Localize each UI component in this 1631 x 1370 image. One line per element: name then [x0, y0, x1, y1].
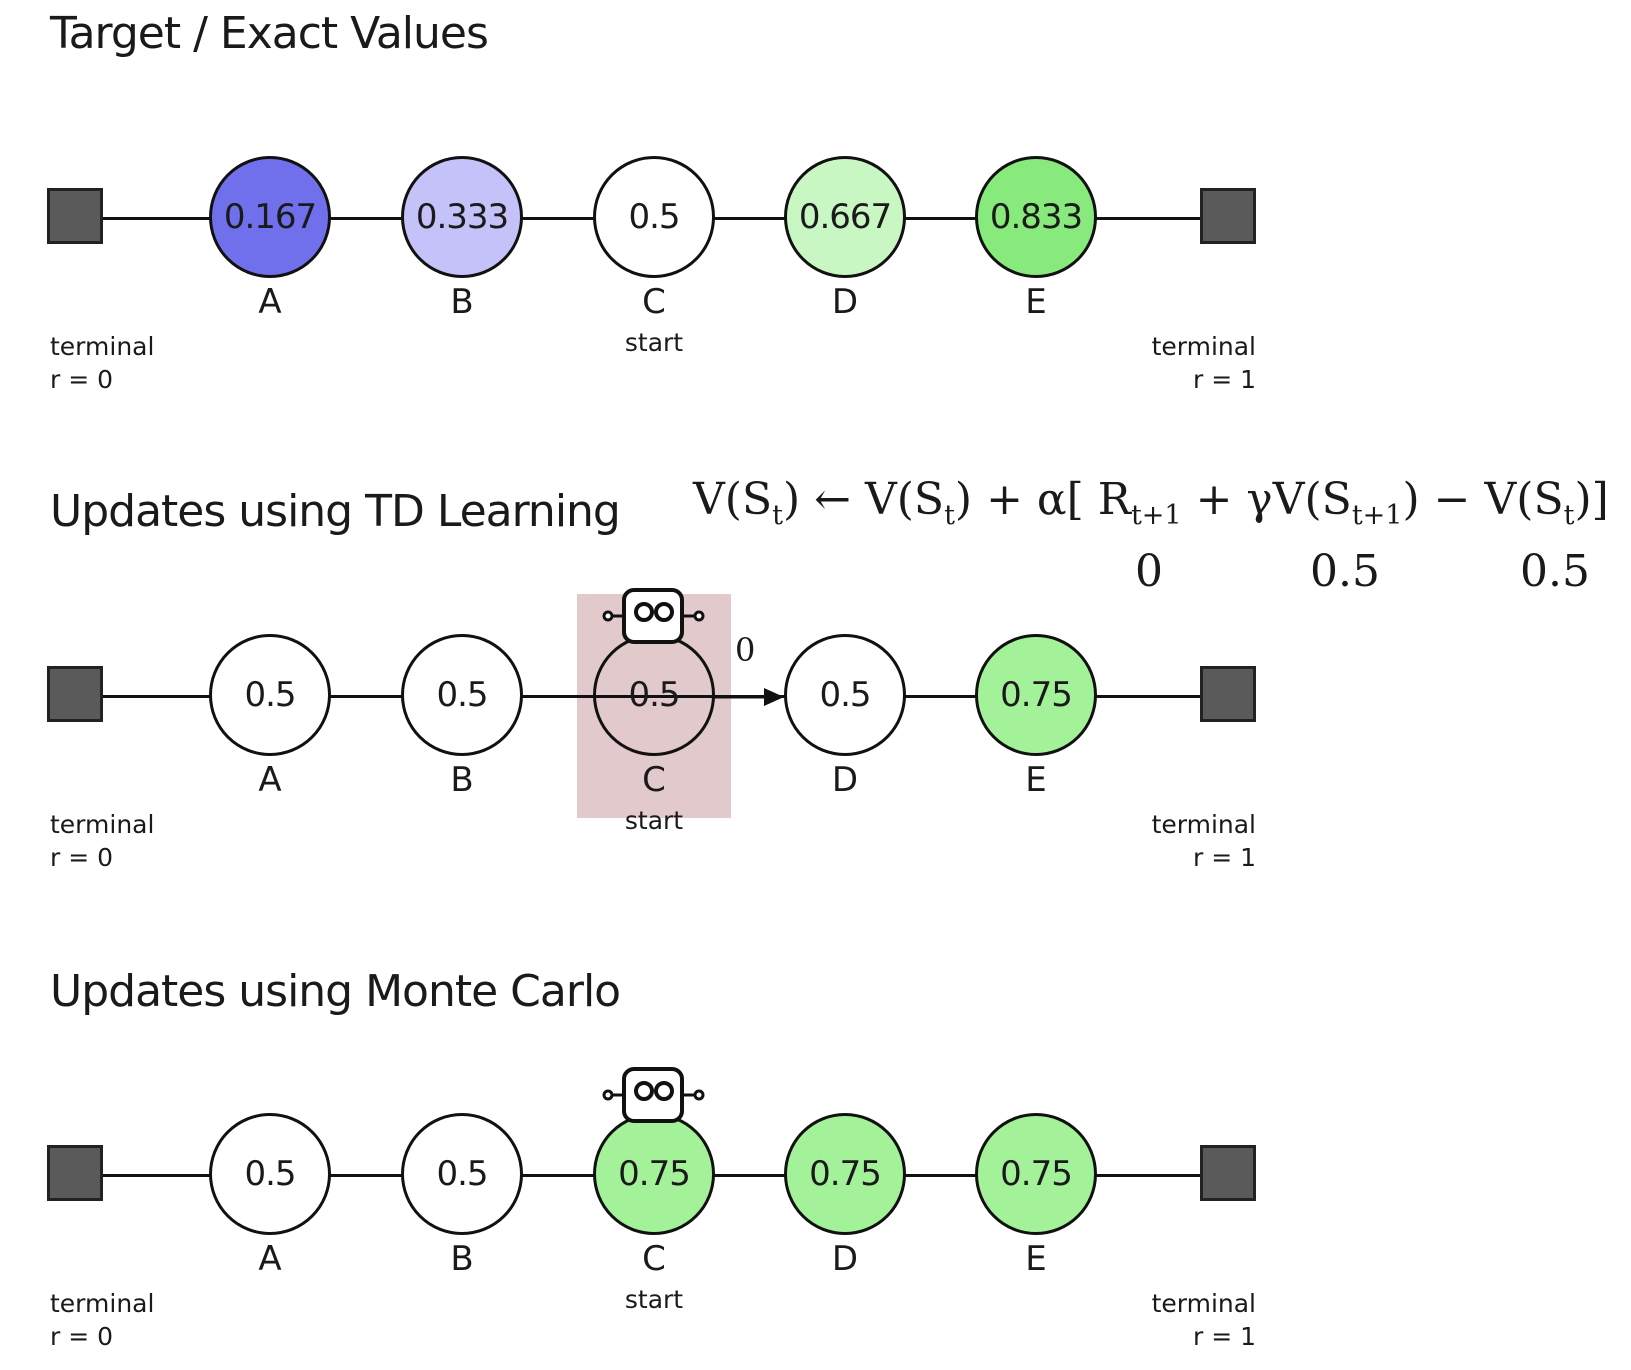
state-a-label: A	[258, 1239, 282, 1279]
state-a: 0.5	[209, 634, 331, 756]
terminal-right	[1200, 188, 1256, 244]
state-a: 0.167	[209, 156, 331, 278]
state-d: 0.5	[784, 634, 906, 756]
state-c-label: C	[642, 760, 666, 800]
state-c: 0.75	[593, 1113, 715, 1235]
state-e: 0.833	[975, 156, 1097, 278]
transition-arrow	[712, 688, 784, 706]
state-b: 0.333	[401, 156, 523, 278]
state-e: 0.75	[975, 1113, 1097, 1235]
terminal-right-caption: terminal	[1151, 332, 1256, 361]
terminal-left-caption: terminal	[50, 1289, 155, 1318]
eq-arrow: ←	[800, 474, 865, 525]
state-d: 0.667	[784, 156, 906, 278]
target-row: 0.167 0.333 0.5 0.667 0.833 A B C D E st…	[0, 100, 1300, 394]
terminal-right	[1200, 1145, 1256, 1201]
eq-lhs-sub: t	[772, 499, 783, 531]
state-e: 0.75	[975, 634, 1097, 756]
terminal-left	[47, 666, 103, 722]
terminal-left-reward: r = 0	[50, 1322, 114, 1351]
state-a-label: A	[258, 760, 282, 800]
state-d-label: D	[831, 282, 859, 322]
state-d: 0.75	[784, 1113, 906, 1235]
eq-v2-close: ) + α[	[954, 474, 1098, 525]
state-d-label: D	[831, 760, 859, 800]
eq-v2: V(S	[864, 474, 945, 525]
state-e-label: E	[1025, 760, 1047, 800]
terminal-right-text: terminal r = 1	[1100, 808, 1256, 874]
eq-lhs-v: V(S	[693, 474, 773, 525]
terminal-right-text: terminal r = 1	[1100, 1287, 1256, 1353]
eq-reward-value: 0	[1135, 546, 1163, 597]
terminal-right-caption: terminal	[1151, 1289, 1256, 1318]
eq-next-close: ) −	[1402, 474, 1485, 525]
eq-plus-gamma: + γV(S	[1181, 474, 1352, 525]
state-c-label: C	[642, 282, 666, 322]
state-b-label: B	[450, 1239, 474, 1279]
eq-v3-close: )]	[1574, 474, 1609, 525]
terminal-right-caption: terminal	[1151, 810, 1256, 839]
terminal-right-reward: r = 1	[1192, 843, 1256, 872]
terminal-left-reward: r = 0	[50, 843, 114, 872]
state-b-label: B	[450, 760, 474, 800]
eq-current-value: 0.5	[1520, 546, 1590, 597]
mc-row: 0.5 0.5 0.75 0.75 0.75 A B C D E start t…	[0, 1057, 1300, 1351]
eq-v3-sub: t	[1563, 499, 1575, 531]
start-label: start	[624, 1285, 684, 1314]
terminal-left-caption: terminal	[50, 810, 155, 839]
terminal-right-reward: r = 1	[1192, 365, 1256, 394]
state-b-label: B	[450, 282, 474, 322]
target-title: Target / Exact Values	[50, 8, 489, 59]
terminal-left-reward: r = 0	[50, 365, 114, 394]
state-c-label: C	[642, 1239, 666, 1279]
start-label: start	[624, 328, 684, 357]
transition-reward: 0	[735, 631, 756, 669]
agent-robot-icon	[602, 588, 705, 644]
state-e-label: E	[1025, 282, 1047, 322]
td-row: 0.5 0.5 0.5 0.5 0.75 0 A B C D E start t…	[0, 578, 1300, 872]
terminal-right-reward: r = 1	[1192, 1322, 1256, 1351]
state-c: 0.5	[593, 634, 715, 756]
terminal-right	[1200, 666, 1256, 722]
state-b: 0.5	[401, 1113, 523, 1235]
td-update-equation: V(St) ← V(St) + α[ Rt+1 + γV(St+1) − V(S…	[693, 478, 1609, 529]
state-a-label: A	[258, 282, 282, 322]
terminal-right-text: terminal r = 1	[1100, 330, 1256, 396]
state-b: 0.5	[401, 634, 523, 756]
eq-r: R	[1097, 474, 1131, 525]
terminal-left-text: terminal r = 0	[50, 808, 154, 874]
eq-v2-sub: t	[944, 499, 955, 531]
terminal-left-text: terminal r = 0	[50, 330, 154, 396]
terminal-left-caption: terminal	[50, 332, 155, 361]
terminal-left	[47, 1145, 103, 1201]
state-d-label: D	[831, 1239, 859, 1279]
state-c: 0.5	[593, 156, 715, 278]
agent-robot-icon	[602, 1067, 705, 1123]
eq-r-sub: t+1	[1130, 499, 1182, 531]
eq-next-value: 0.5	[1310, 546, 1380, 597]
td-title: Updates using TD Learning	[50, 486, 621, 537]
terminal-left	[47, 188, 103, 244]
state-a: 0.5	[209, 1113, 331, 1235]
terminal-left-text: terminal r = 0	[50, 1287, 154, 1353]
eq-lhs-close: )	[782, 474, 801, 525]
state-e-label: E	[1025, 1239, 1047, 1279]
mc-title: Updates using Monte Carlo	[50, 966, 621, 1017]
start-label: start	[624, 806, 684, 835]
eq-next-sub: t+1	[1351, 499, 1403, 531]
eq-v3: V(S	[1484, 474, 1564, 525]
